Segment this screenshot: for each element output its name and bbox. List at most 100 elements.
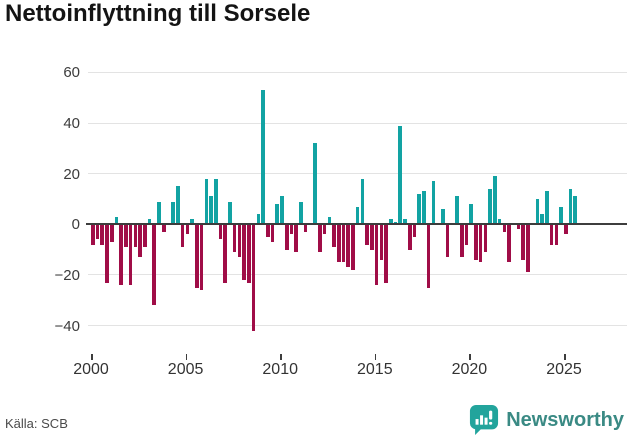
bar — [507, 224, 511, 263]
bar — [223, 224, 228, 283]
bar — [242, 224, 246, 280]
x-tick-label: 2005 — [167, 361, 204, 378]
bar — [261, 90, 265, 225]
bar — [464, 224, 469, 245]
chart-title: Nettoinflyttning till Sorsele — [5, 0, 311, 27]
bar — [469, 204, 473, 225]
bar — [119, 224, 123, 286]
x-tick-mark — [280, 354, 282, 360]
bar — [554, 224, 559, 245]
bar — [138, 224, 142, 258]
bar — [247, 224, 251, 283]
bar — [336, 224, 341, 263]
bar — [384, 224, 388, 283]
y-tick-label: 0 — [71, 216, 80, 234]
bar — [327, 216, 332, 225]
bar — [379, 224, 384, 260]
bar — [360, 178, 365, 225]
bar — [483, 224, 488, 253]
x-tick-label: 2025 — [546, 361, 582, 378]
x-tick-label: 2020 — [451, 361, 488, 378]
bar — [228, 201, 232, 225]
brand-logo: Newsworthy — [469, 404, 624, 436]
bar — [322, 224, 327, 235]
y-tick-label: 60 — [63, 64, 80, 82]
bar — [365, 224, 369, 245]
bar — [124, 224, 128, 248]
x-tick-label: 2015 — [357, 361, 393, 378]
bar — [95, 224, 100, 240]
bar — [441, 209, 445, 225]
bar — [270, 224, 275, 243]
bar — [266, 224, 270, 237]
bar — [426, 224, 431, 288]
bar — [497, 219, 502, 225]
bar — [303, 224, 308, 232]
bar — [147, 219, 152, 225]
bar — [157, 201, 161, 225]
bar — [176, 186, 180, 225]
bar — [318, 224, 322, 253]
x-tick-label: 2010 — [262, 361, 298, 378]
bar — [218, 224, 223, 240]
bar — [474, 224, 478, 260]
bar — [105, 224, 109, 283]
bar — [516, 224, 521, 230]
zero-axis-line — [86, 223, 627, 226]
bar — [204, 178, 209, 225]
gridline — [88, 325, 627, 327]
bar — [493, 176, 497, 225]
bar — [180, 224, 185, 248]
x-tick-mark — [469, 354, 471, 360]
bar — [251, 224, 256, 331]
bar — [133, 224, 138, 248]
bar — [289, 224, 294, 235]
bar — [195, 224, 199, 288]
bar — [313, 143, 317, 225]
bar — [455, 196, 459, 225]
bar — [109, 224, 114, 243]
gridline — [88, 71, 627, 73]
bar — [143, 224, 147, 248]
y-axis-labels: 60 40 20 0 −20 −40 — [38, 60, 84, 352]
y-tick-label: 20 — [63, 165, 80, 183]
bar — [559, 206, 563, 225]
bar — [431, 181, 436, 225]
bar — [478, 224, 483, 263]
x-tick-label: 2000 — [73, 361, 109, 378]
bar — [171, 201, 175, 225]
bar — [412, 224, 417, 237]
bar — [128, 224, 133, 286]
bar — [407, 224, 412, 250]
bar — [152, 224, 157, 306]
gridline — [88, 122, 627, 124]
bar — [332, 224, 336, 248]
bar — [393, 221, 398, 225]
bar — [299, 201, 303, 225]
bar — [535, 198, 540, 225]
bar — [161, 224, 166, 232]
x-tick-mark — [185, 354, 188, 360]
bar — [114, 216, 119, 225]
brand-wordmark: Newsworthy — [506, 408, 624, 431]
bar — [417, 193, 421, 225]
bar — [521, 224, 526, 260]
bar — [388, 219, 393, 225]
bar — [540, 214, 544, 225]
bar — [549, 224, 554, 245]
bar — [280, 196, 284, 225]
gridline — [88, 274, 627, 276]
bar — [100, 224, 105, 245]
bar — [355, 206, 360, 225]
bar — [573, 196, 578, 225]
y-tick-label: −20 — [54, 266, 80, 284]
bar — [502, 224, 507, 232]
plot-area — [86, 60, 627, 352]
bar — [346, 224, 350, 268]
bar — [374, 224, 379, 286]
bar — [445, 224, 450, 258]
bar — [459, 224, 464, 258]
source-note: Källa: SCB — [5, 416, 68, 431]
bar — [185, 224, 190, 235]
bar — [199, 224, 204, 291]
